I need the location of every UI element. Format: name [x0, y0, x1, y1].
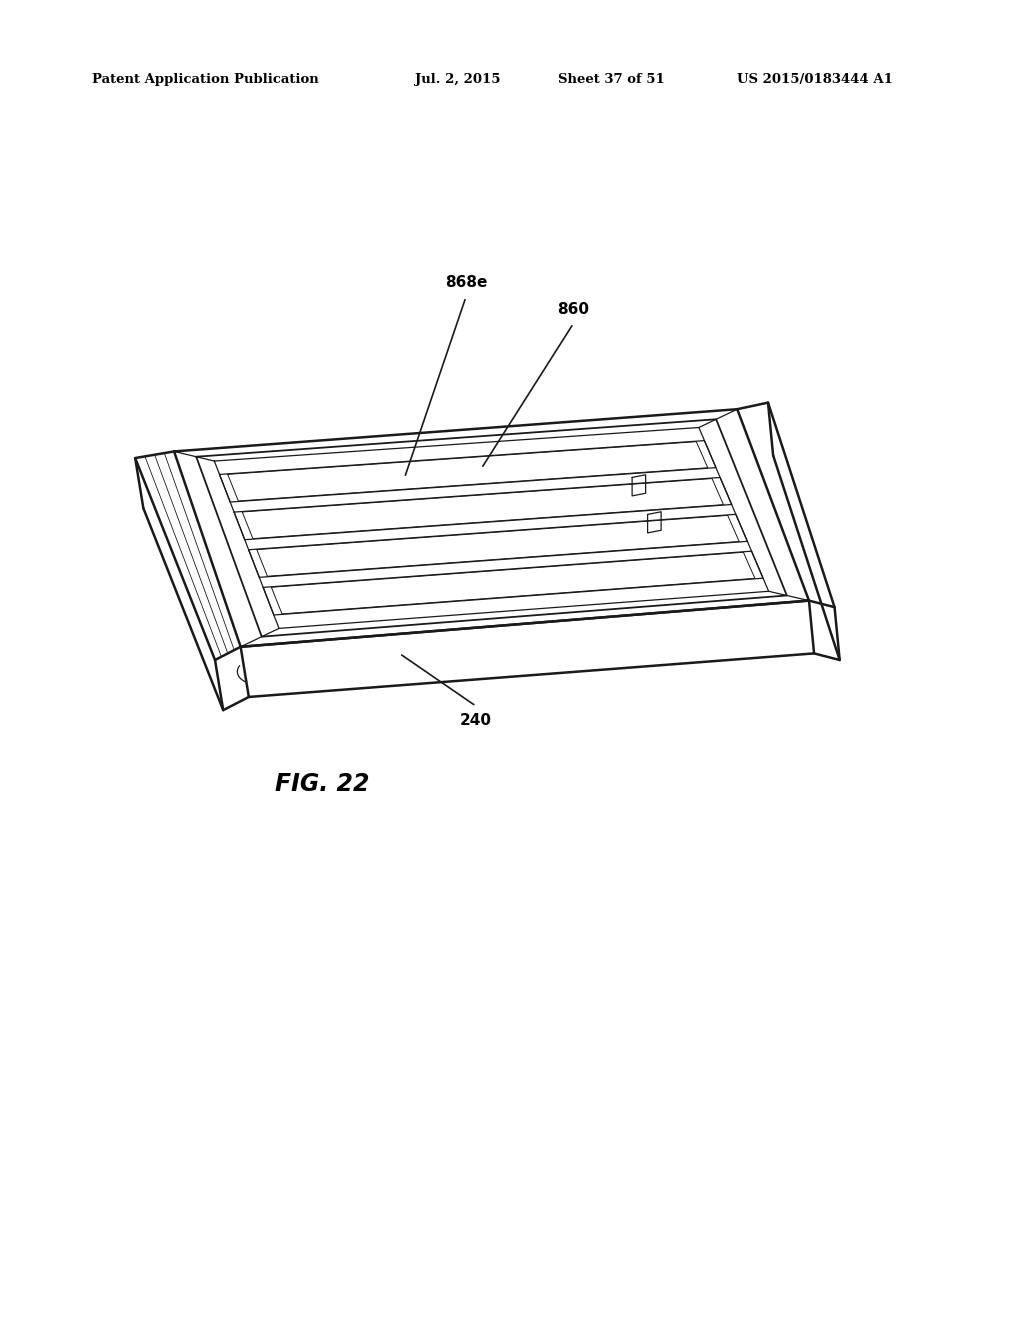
- Text: Patent Application Publication: Patent Application Publication: [92, 73, 318, 86]
- Text: FIG. 22: FIG. 22: [275, 772, 370, 796]
- Text: 868e: 868e: [444, 276, 487, 290]
- Text: Sheet 37 of 51: Sheet 37 of 51: [558, 73, 665, 86]
- Text: Jul. 2, 2015: Jul. 2, 2015: [415, 73, 500, 86]
- Text: 860: 860: [557, 302, 590, 317]
- Text: 240: 240: [460, 713, 493, 727]
- Text: US 2015/0183444 A1: US 2015/0183444 A1: [737, 73, 893, 86]
